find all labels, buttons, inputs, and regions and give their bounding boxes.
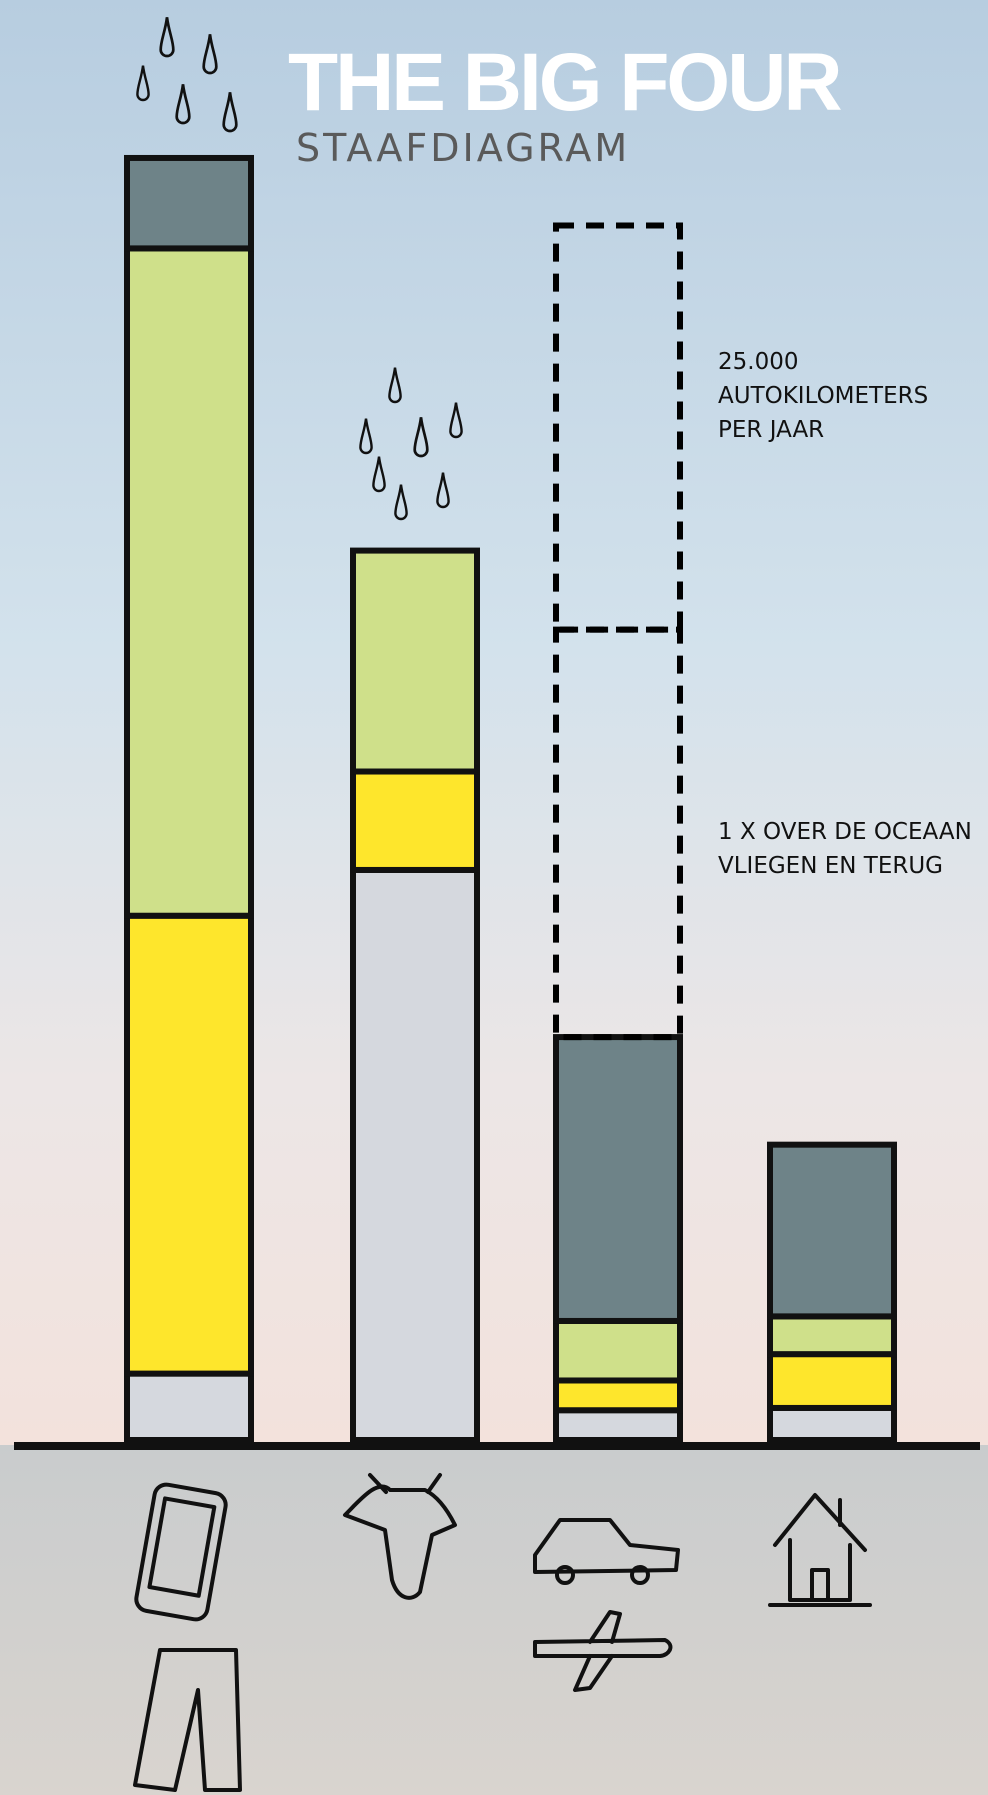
icons [133,1473,872,1792]
bar-segment [767,1404,897,1443]
bar-segment [124,154,254,252]
bar-segment [553,1317,683,1384]
bar-segment [350,547,480,775]
cow-icon [343,1473,457,1600]
plane-icon [533,1610,673,1692]
bar-segment [553,222,683,633]
bar-segment [767,1141,897,1320]
bar-segment [124,245,254,919]
phone-icon [134,1482,228,1622]
bar-segment [553,1407,683,1444]
annotation: VLIEGEN EN TERUG [718,853,943,879]
annotation: 1 X OVER DE OCEAAN [718,819,972,845]
annotation: 25.000 [718,349,798,375]
bar-segment [767,1313,897,1358]
house-icon [768,1493,872,1607]
chart-subtitle: STAAFDIAGRAM [296,126,630,170]
bar-segment [553,1034,683,1324]
annotation: AUTOKILOMETERS [718,383,928,409]
bar-segment [553,626,683,1041]
bars [124,154,897,1444]
sea [0,1445,988,1795]
bar-segment [124,1370,254,1443]
bar-segment [350,768,480,873]
pants-icon [133,1648,242,1792]
bar-segment [124,912,254,1377]
car-icon [533,1518,680,1585]
bar-segment [553,1377,683,1414]
chart-title: THE BIG FOUR [288,37,841,128]
bar-segment [350,866,480,1443]
annotation: PER JAAR [718,417,824,443]
bar-segment [767,1351,897,1411]
